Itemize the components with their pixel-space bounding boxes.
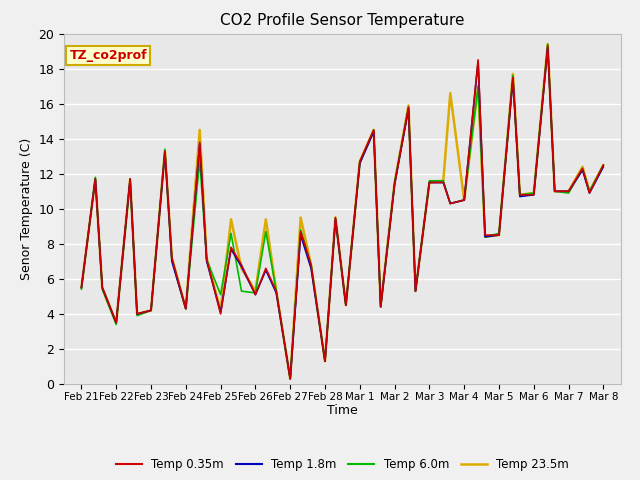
X-axis label: Time: Time [327, 405, 358, 418]
Title: CO2 Profile Sensor Temperature: CO2 Profile Sensor Temperature [220, 13, 465, 28]
Y-axis label: Senor Temperature (C): Senor Temperature (C) [20, 138, 33, 280]
Legend: Temp 0.35m, Temp 1.8m, Temp 6.0m, Temp 23.5m: Temp 0.35m, Temp 1.8m, Temp 6.0m, Temp 2… [111, 454, 573, 476]
Text: TZ_co2prof: TZ_co2prof [70, 49, 147, 62]
